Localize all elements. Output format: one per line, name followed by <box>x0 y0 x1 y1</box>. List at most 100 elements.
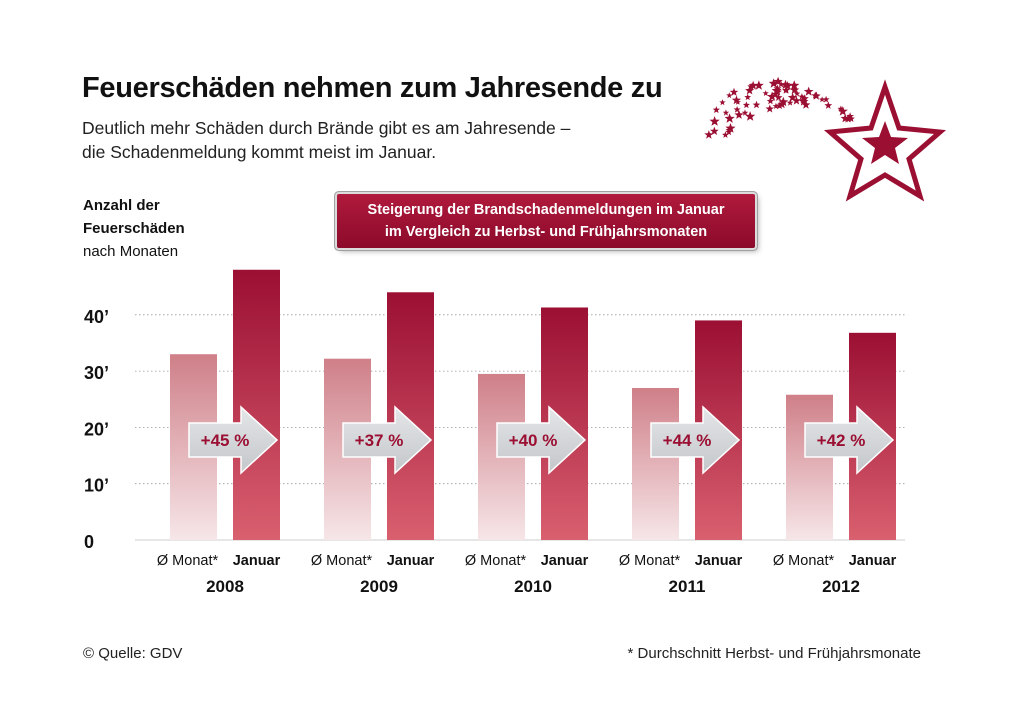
source-note: © Quelle: GDV <box>83 645 183 662</box>
y-tick-label: 40’ <box>84 307 109 327</box>
increase-label: +42 % <box>817 431 866 450</box>
bar-label-januar: Januar <box>233 553 281 569</box>
trail-star-icon <box>733 105 741 113</box>
trail-star-icon <box>778 96 789 107</box>
x-tick-label-year: 2010 <box>514 577 552 596</box>
increase-label: +44 % <box>663 431 712 450</box>
increase-label: +37 % <box>355 431 404 450</box>
trail-star-icon <box>722 131 729 138</box>
trail-star-icon <box>729 87 739 96</box>
trail-star-icon <box>719 99 726 106</box>
y-axis-label: Anzahl der Feuerschäden nach Monaten <box>83 194 185 263</box>
trail-star-icon <box>837 105 845 112</box>
increase-arrow-icon <box>496 405 587 475</box>
x-tick-label-year: 2009 <box>360 577 398 596</box>
trail-star-icon <box>771 90 780 98</box>
y-tick-labels: 0 10’ 20’ 30’ 40’ <box>84 307 109 552</box>
trail-star-icon <box>803 86 814 96</box>
trail-star-icon <box>734 110 744 119</box>
bars <box>170 269 896 540</box>
trail-star-icon <box>724 113 735 123</box>
trail-star-icon <box>704 130 714 139</box>
increase-arrow-icon <box>804 405 895 475</box>
trail-star-icon <box>773 87 782 96</box>
trail-star-icon <box>768 78 779 88</box>
trail-star-icon <box>767 91 777 101</box>
subtitle-line-2: die Schadenmeldung kommt meist im Januar… <box>82 142 437 162</box>
bar-label-monat: Ø Monat* <box>619 553 681 569</box>
x-tick-label-year: 2011 <box>669 577 706 596</box>
trail-star-icon <box>777 80 785 88</box>
increase-arrow-icon <box>342 405 433 475</box>
increase-label: +40 % <box>509 431 558 450</box>
trail-star-icon <box>799 96 807 104</box>
increase-label: +45 % <box>201 431 250 450</box>
trail-star-icon <box>742 101 750 109</box>
trail-star-icon <box>762 90 769 96</box>
trail-star-icon <box>710 126 719 135</box>
chart-subtitle: Deutlich mehr Schäden durch Brände gibt … <box>82 116 570 164</box>
trail-star-icon <box>789 85 800 94</box>
trail-star-icon <box>744 93 752 101</box>
trail-star-icon <box>775 101 784 110</box>
trail-star-icon <box>774 93 783 101</box>
trail-star-icon <box>765 104 774 113</box>
trail-star-icon <box>752 100 761 109</box>
trail-star-icon <box>822 95 830 103</box>
trail-star-icon <box>824 101 833 109</box>
trail-star-icon <box>780 79 791 90</box>
trail-star-icon <box>819 96 826 103</box>
y-tick-label: 0 <box>84 532 94 552</box>
increase-arrows: +45 % +37 % +40 % +44 % +42 % <box>188 405 895 475</box>
trail-star-icon <box>782 86 790 94</box>
bar-label-januar: Januar <box>541 553 589 569</box>
trail-star-icon <box>722 109 730 116</box>
callout-line-2: im Vergleich zu Herbst- und Frühjahrsmon… <box>384 224 708 240</box>
trail-star-icon <box>731 95 742 105</box>
x-labels: Ø Monat* Januar 2008 Ø Monat* Januar 2009 Ø Mo… <box>157 553 897 596</box>
y-axis-label-line-2: Feuerschäden <box>83 220 185 237</box>
trail-star-icon <box>712 106 720 114</box>
trail-star-icon <box>753 80 764 90</box>
bar-label-januar: Januar <box>387 553 435 569</box>
footnote: * Durchschnitt Herbst- und Frühjahrsmona… <box>627 645 921 662</box>
trail-star-icon <box>748 80 758 90</box>
bar-label-monat: Ø Monat* <box>311 553 373 569</box>
bar-label-januar: Januar <box>849 553 897 569</box>
trail-star-icon <box>800 94 809 102</box>
trail-star-icon <box>847 114 855 122</box>
trail-star-icon <box>812 91 821 100</box>
trail-star-icon <box>789 80 800 90</box>
star-trail-icon <box>704 76 855 139</box>
x-tick-label-year: 2012 <box>822 577 860 596</box>
y-tick-label: 10’ <box>84 476 109 496</box>
bar-label-monat: Ø Monat* <box>157 553 219 569</box>
increase-arrow-icon <box>188 405 279 475</box>
callout-box: Steigerung der Brandschadenmeldungen im … <box>337 194 755 248</box>
y-axis-label-line-1: Anzahl der <box>83 197 160 214</box>
bar-monat <box>786 394 833 540</box>
callout-line-1: Steigerung der Brandschadenmeldungen im … <box>367 202 725 218</box>
big-star-inner-icon <box>862 121 908 164</box>
trail-star-icon <box>766 97 775 105</box>
trail-star-icon <box>745 85 755 95</box>
shooting-star-icon <box>704 76 947 202</box>
increase-arrow-icon <box>650 405 741 475</box>
bar-label-monat: Ø Monat* <box>773 553 835 569</box>
trail-star-icon <box>786 99 794 106</box>
x-tick-label-year: 2008 <box>206 577 244 596</box>
y-axis-label-line-3: nach Monaten <box>83 243 179 260</box>
trail-star-icon <box>772 102 780 109</box>
trail-star-icon <box>725 126 732 133</box>
bar-januar <box>233 269 280 540</box>
subtitle-line-1: Deutlich mehr Schäden durch Brände gibt … <box>82 118 571 138</box>
trail-star-icon <box>793 90 801 97</box>
bar-monat <box>632 387 679 540</box>
trail-star-icon <box>792 96 801 105</box>
y-tick-label: 20’ <box>84 419 109 439</box>
y-tick-label: 30’ <box>84 363 109 383</box>
bar-label-monat: Ø Monat* <box>465 553 527 569</box>
trail-star-icon <box>747 82 755 90</box>
trail-star-icon <box>846 112 854 120</box>
